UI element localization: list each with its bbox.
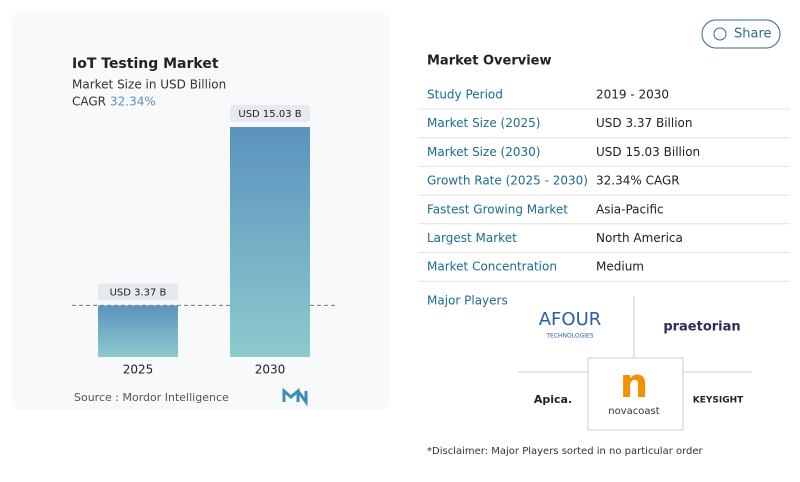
row-label: Fastest Growing Market <box>427 202 568 216</box>
row-value: USD 3.37 Billion <box>596 116 693 130</box>
player-logo: novacoast <box>608 406 659 417</box>
share-text[interactable]: Share <box>734 27 772 42</box>
bar <box>230 127 310 357</box>
value-label: USD 15.03 B <box>238 109 301 120</box>
logo <box>282 387 308 407</box>
player-logo: TECHNOLOGIES <box>545 333 593 340</box>
row-value: 32.34% CAGR <box>596 174 680 188</box>
row-value: Medium <box>596 260 644 274</box>
row-label: Market Size (2030) <box>427 145 540 159</box>
player-logo: n <box>620 361 648 407</box>
row-value: North America <box>596 231 683 245</box>
cagr-value: 32.34% <box>110 95 156 109</box>
value-label-box <box>98 283 178 301</box>
row-value: USD 15.03 Billion <box>596 145 700 159</box>
x-tick-label: 2030 <box>255 363 286 377</box>
row-label: Market Size (2025) <box>427 116 540 130</box>
cagr-label: CAGR <box>72 95 106 109</box>
overview-title: Market Overview <box>427 54 551 69</box>
player-logo: Apica. <box>534 393 572 406</box>
player-logo: AFOUR <box>539 309 602 330</box>
player-grid <box>518 296 752 431</box>
row-label: Study Period <box>427 88 503 102</box>
x-tick-label: 2025 <box>123 363 154 377</box>
value-label: USD 3.37 B <box>110 287 167 298</box>
disclaimer: *Disclaimer: Major Players sorted in no … <box>427 446 704 457</box>
row-value: Asia-Pacific <box>596 202 664 216</box>
row-label: Growth Rate (2025 - 2030) <box>427 174 588 188</box>
row-label: Market Concentration <box>427 260 557 274</box>
player-logo: KEYSIGHT <box>693 396 744 406</box>
player-logo: praetorian <box>663 320 740 335</box>
row-value: 2019 - 2030 <box>596 88 669 102</box>
row-label: Largest Market <box>427 231 517 245</box>
chart-subtitle: Market Size in USD Billion <box>72 78 226 92</box>
share-icon <box>713 27 727 41</box>
source: Source : Mordor Intelligence <box>74 391 229 404</box>
bar <box>98 305 178 357</box>
chart-title: IoT Testing Market <box>72 56 219 72</box>
players-title: Major Players <box>427 294 508 308</box>
share-button[interactable] <box>701 19 781 49</box>
value-label-box <box>230 105 310 122</box>
